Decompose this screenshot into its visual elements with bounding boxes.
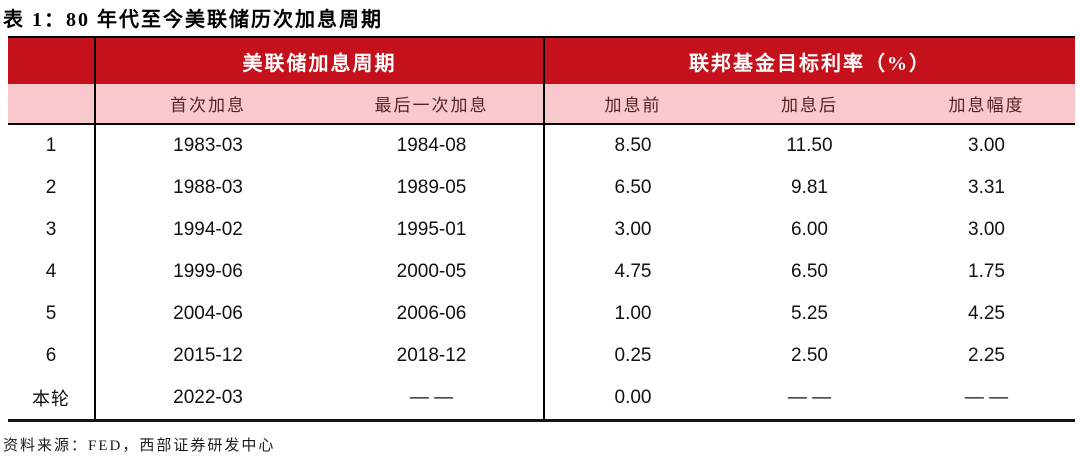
row-number-cell: 1 [8,124,96,167]
corner-cell [8,37,96,84]
table-row: 4 1999-06 2000-05 4.75 6.50 1.75 [8,251,1075,293]
last-hike-cell: 1995-01 [320,209,545,251]
before-rate-cell: 1.00 [614,303,652,324]
row-number-cell: 本轮 [8,377,96,421]
table-row: 2 1988-03 1989-05 6.50 9.81 3.31 [8,167,1075,209]
table-row: 3 1994-02 1995-01 3.00 6.00 3.00 [8,209,1075,251]
fed-hike-cycles-table: 美联储加息周期 联邦基金目标利率（%） 首次加息 最后一次加息 加息前 加息后 … [8,36,1075,422]
after-rate-cell: 6.00 [791,219,828,240]
row-number-cell: 2 [8,167,96,209]
last-hike-cell: 2006-06 [320,293,545,335]
column-header-last-hike: 最后一次加息 [320,84,545,125]
hike-range-cell: 2.25 [968,345,1005,366]
column-header-after-hike: 加息后 [721,84,898,125]
table-row: 本轮 2022-03 — — 0.00 — — — — [8,377,1075,421]
group-header-fed-cycle: 美联储加息周期 [95,37,545,84]
hike-range-cell: 1.75 [968,261,1005,282]
after-rate-cell: 11.50 [786,135,833,156]
before-rate-cell: 6.50 [614,177,652,198]
row-number-cell: 4 [8,251,96,293]
group-header-target-rate: 联邦基金目标利率（%） [544,37,1075,84]
table-body: 1 1983-03 1984-08 8.50 11.50 3.00 2 1988… [8,124,1075,421]
row-number-cell: 5 [8,293,96,335]
column-header-before-hike: 加息前 [544,84,721,125]
last-hike-cell: — — [320,377,545,421]
last-hike-cell: 1984-08 [320,124,545,167]
before-rate-cell: 3.00 [614,219,652,240]
after-rate-cell: — — [787,387,832,408]
column-header-hike-range: 加息幅度 [898,84,1075,125]
column-header-first-hike: 首次加息 [95,84,320,125]
before-rate-cell: 0.25 [614,345,652,366]
last-hike-cell: 2000-05 [320,251,545,293]
hike-range-cell: 3.00 [968,219,1005,240]
hike-range-cell: — — [964,387,1009,408]
after-rate-cell: 6.50 [791,261,828,282]
column-header-empty [8,84,96,125]
row-number-cell: 3 [8,209,96,251]
after-rate-cell: 9.81 [791,177,828,198]
first-hike-cell: 1999-06 [173,261,243,282]
hike-range-cell: 3.00 [968,135,1005,156]
first-hike-cell: 1988-03 [173,177,243,198]
before-rate-cell: 8.50 [614,135,652,156]
hike-range-cell: 4.25 [968,303,1005,324]
table-row: 6 2015-12 2018-12 0.25 2.50 2.25 [8,335,1075,377]
hike-range-cell: 3.31 [968,177,1005,198]
table-row: 1 1983-03 1984-08 8.50 11.50 3.00 [8,124,1075,167]
group-header-row: 美联储加息周期 联邦基金目标利率（%） [8,37,1075,84]
row-number-cell: 6 [8,335,96,377]
before-rate-cell: 4.75 [614,261,652,282]
first-hike-cell: 2004-06 [173,303,243,324]
after-rate-cell: 5.25 [791,303,828,324]
first-hike-cell: 1994-02 [173,219,243,240]
first-hike-cell: 1983-03 [173,135,243,156]
last-hike-cell: 2018-12 [320,335,545,377]
last-hike-cell: 1989-05 [320,167,545,209]
source-note: 资料来源：FED，西部证券研发中心 [3,438,276,454]
column-header-row: 首次加息 最后一次加息 加息前 加息后 加息幅度 [8,84,1075,125]
table-row: 5 2004-06 2006-06 1.00 5.25 4.25 [8,293,1075,335]
table-title: 表 1：80 年代至今美联储历次加息周期 [3,9,383,31]
before-rate-cell: 0.00 [614,387,652,408]
after-rate-cell: 2.50 [791,345,828,366]
first-hike-cell: 2015-12 [173,345,243,366]
first-hike-cell: 2022-03 [173,387,243,408]
